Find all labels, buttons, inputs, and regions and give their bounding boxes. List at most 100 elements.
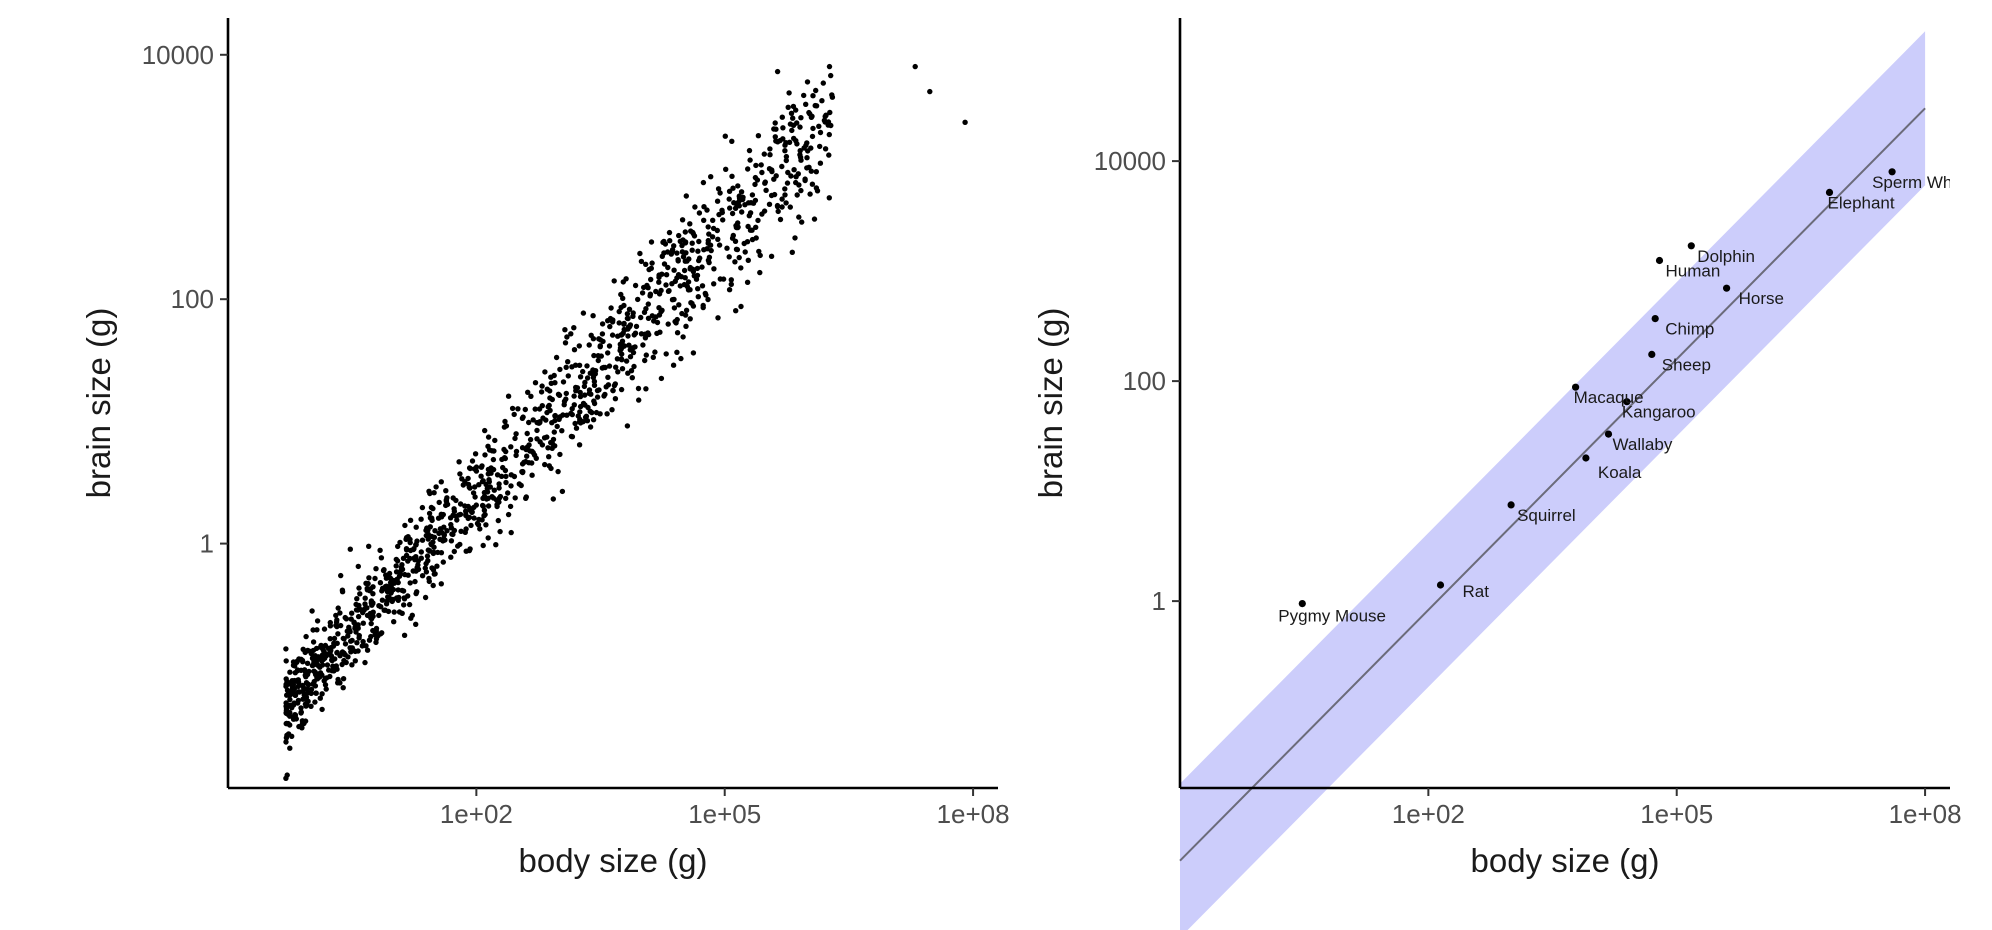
data-point [479, 502, 486, 509]
data-point [549, 420, 555, 426]
data-point [678, 274, 685, 280]
data-point [539, 442, 546, 448]
x-tick-label: 1e+08 [937, 799, 1010, 829]
data-point [626, 342, 632, 348]
data-point [448, 538, 455, 544]
data-point [503, 495, 509, 502]
data-point [683, 323, 689, 329]
data-point [366, 543, 372, 549]
data-point [296, 723, 302, 730]
data-point [548, 374, 554, 380]
data-point [547, 388, 553, 394]
data-point [378, 555, 385, 561]
data-point [624, 315, 631, 322]
data-point [405, 558, 411, 564]
data-point [412, 556, 419, 562]
data-point [714, 198, 721, 204]
data-point [810, 93, 816, 99]
data-point [283, 646, 289, 652]
data-point [643, 386, 649, 392]
data-point [519, 469, 525, 475]
data-point [485, 471, 491, 477]
data-point [573, 425, 580, 431]
data-point [804, 79, 811, 85]
data-point [469, 458, 476, 464]
data-point [636, 397, 642, 403]
data-point [586, 390, 592, 396]
data-point [559, 428, 565, 434]
data-point [455, 543, 461, 549]
data-point [299, 657, 306, 664]
data-point [645, 301, 651, 307]
data-point [745, 166, 751, 172]
data-point [544, 409, 550, 416]
data-point [424, 525, 430, 531]
data-point [729, 173, 735, 179]
data-point [674, 250, 680, 256]
data-point [618, 356, 625, 362]
data-point [481, 489, 488, 496]
data-point [355, 613, 362, 620]
data-point [703, 292, 709, 298]
data-point [606, 363, 613, 369]
data-point [630, 349, 637, 356]
data-point [656, 312, 663, 318]
data-point [714, 227, 720, 234]
data-point [395, 543, 401, 550]
data-point [785, 169, 791, 176]
data-point [826, 131, 832, 138]
data-point [648, 265, 654, 271]
data-point [779, 196, 785, 202]
data-point [826, 152, 832, 158]
data-point [490, 466, 497, 473]
data-point [534, 427, 540, 434]
right-x-axis-title: body size (g) [1471, 842, 1660, 879]
data-point [351, 620, 357, 626]
data-point [515, 406, 521, 412]
data-point [317, 655, 323, 662]
data-point [774, 68, 781, 75]
data-point [715, 186, 722, 192]
right-points [1298, 168, 1896, 608]
data-point [613, 364, 619, 370]
data-point [289, 705, 295, 711]
data-point [580, 310, 587, 316]
data-point [453, 497, 459, 504]
data-point [806, 164, 812, 170]
data-point [322, 675, 328, 682]
data-point [335, 680, 341, 686]
data-point [508, 483, 514, 489]
data-point [779, 204, 785, 210]
species-point [1655, 256, 1664, 265]
species-point [1298, 600, 1306, 608]
data-point [551, 429, 557, 435]
data-point [406, 601, 413, 608]
data-point [357, 591, 363, 597]
data-point [805, 148, 811, 154]
data-point [593, 409, 600, 416]
data-point [606, 343, 613, 349]
data-point [418, 516, 424, 522]
data-point [334, 640, 340, 646]
data-point [573, 388, 579, 394]
data-point [653, 288, 659, 295]
data-point [401, 632, 408, 638]
data-point [614, 356, 621, 362]
data-point [304, 660, 311, 666]
data-point [624, 423, 631, 429]
data-point [342, 652, 348, 658]
data-point [627, 323, 633, 330]
data-point [479, 463, 485, 469]
species-point [1648, 350, 1656, 358]
data-point [664, 249, 671, 255]
data-point [319, 706, 325, 713]
data-point [315, 671, 321, 678]
data-point [305, 681, 312, 688]
data-point [419, 573, 426, 579]
data-point [571, 393, 577, 399]
data-point [390, 596, 396, 603]
data-point [507, 503, 514, 510]
species-point [1888, 168, 1896, 176]
data-point [705, 224, 711, 230]
